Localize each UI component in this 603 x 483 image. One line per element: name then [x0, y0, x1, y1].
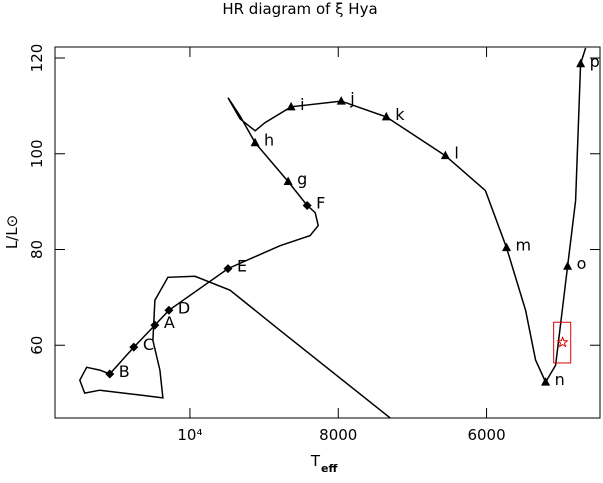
marker-label: C — [143, 335, 154, 354]
chart-title: HR diagram of ξ Hya — [222, 0, 377, 18]
track-marker — [286, 101, 296, 111]
marker-label: j — [349, 89, 354, 108]
plot-frame — [54, 46, 601, 419]
marker-label: m — [515, 236, 531, 255]
x-axis-label: T — [310, 452, 321, 470]
marker-label: i — [300, 95, 304, 114]
y-tick-label: 100 — [28, 139, 46, 168]
track-marker — [336, 96, 346, 105]
y-tick-label: 60 — [28, 336, 46, 355]
track-marker — [129, 342, 139, 352]
y-tick-label: 80 — [28, 240, 46, 259]
observed-star — [556, 336, 569, 348]
track-marker — [302, 200, 312, 210]
track-marker — [541, 377, 551, 386]
track-marker — [223, 264, 233, 274]
track-marker — [164, 305, 174, 315]
track-marker — [381, 111, 391, 121]
track-marker — [150, 320, 160, 330]
marker-label: D — [178, 298, 190, 317]
track-marker — [440, 150, 450, 160]
marker-label: k — [395, 105, 405, 124]
marker-label: g — [297, 170, 307, 189]
marker-label: p — [590, 52, 600, 71]
evolution-track — [78, 47, 587, 418]
track-marker — [283, 176, 293, 186]
marker-label: n — [555, 370, 565, 389]
x-tick-label: 8000 — [319, 426, 357, 444]
marker-label: h — [264, 131, 274, 150]
x-tick-label: 6000 — [467, 426, 505, 444]
marker-label: l — [454, 144, 458, 163]
y-tick-label: 120 — [28, 44, 46, 73]
x-tick-label: 10⁴ — [177, 426, 202, 444]
track-marker — [576, 58, 586, 68]
y-axis-label: L/L⊙ — [3, 215, 21, 249]
marker-label: E — [237, 257, 247, 276]
track-marker — [501, 242, 511, 252]
track-marker — [105, 369, 115, 379]
x-axis-label-sub: eff — [321, 462, 337, 475]
marker-label: o — [577, 254, 587, 273]
track-marker — [250, 137, 260, 147]
marker-label: B — [119, 362, 130, 381]
track-marker — [563, 261, 573, 270]
marker-label: A — [164, 313, 175, 332]
marker-label: F — [316, 193, 325, 212]
observed-box — [553, 321, 572, 364]
